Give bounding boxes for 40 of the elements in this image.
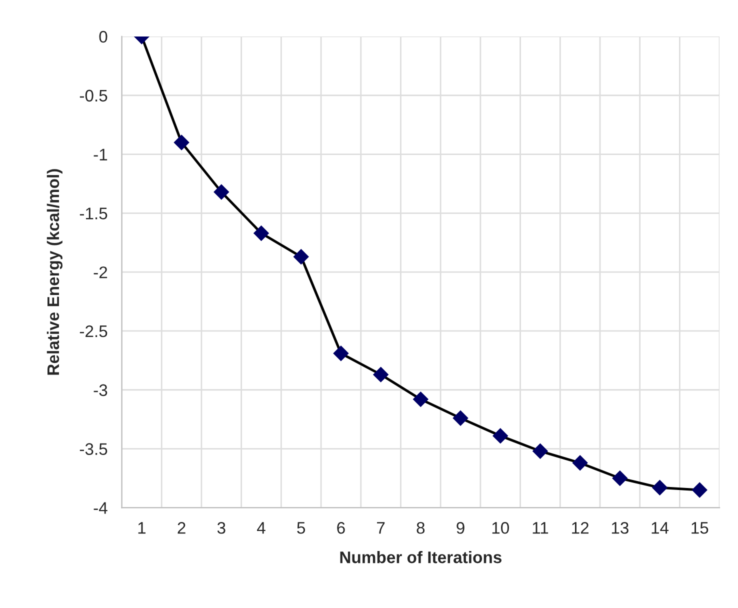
x-axis-title: Number of Iterations	[340, 550, 502, 564]
point	[333, 346, 349, 361]
y-tick-label: -3	[94, 384, 108, 396]
point	[452, 410, 468, 426]
point	[174, 134, 190, 150]
x-tick-label: 6	[337, 522, 345, 534]
x-tick-label: 3	[217, 522, 226, 534]
x-tick-label: 4	[257, 522, 266, 534]
x-tick-label: 9	[456, 522, 464, 534]
y-tick-label: -1	[94, 148, 108, 160]
x-tick-label: 11	[532, 522, 548, 534]
y-tick-label: -1.5	[80, 208, 108, 220]
x-tick-label: 2	[178, 522, 186, 534]
x-tick-label: 10	[492, 522, 509, 534]
y-tick-label: -2.5	[80, 325, 108, 338]
y-tick-label: -3.5	[80, 443, 108, 455]
point	[413, 392, 428, 407]
x-tick-label: 5	[297, 522, 306, 534]
x-tick-label: 1	[138, 522, 146, 534]
y-axis-title: Relative Energy (kcal/mol)	[46, 169, 62, 375]
x-tick-label: 7	[377, 522, 385, 534]
point	[692, 482, 708, 498]
point	[652, 480, 668, 496]
y-tick-label: -2	[94, 266, 108, 278]
x-tick-label: 15	[692, 522, 708, 534]
x-tick-label: 8	[416, 522, 425, 534]
y-tick-label: 0	[99, 30, 108, 43]
point	[254, 226, 269, 241]
point	[294, 249, 309, 264]
x-tick-label: 12	[572, 522, 588, 534]
point	[572, 455, 588, 470]
point	[532, 444, 548, 459]
x-tick-label: 14	[652, 522, 669, 534]
point	[612, 470, 628, 486]
y-tick-label: -0.5	[80, 90, 108, 102]
x-tick-label: 13	[612, 522, 628, 534]
point	[373, 366, 388, 382]
y-tick-label: -4	[94, 502, 108, 514]
point	[492, 428, 508, 444]
point	[214, 184, 229, 200]
